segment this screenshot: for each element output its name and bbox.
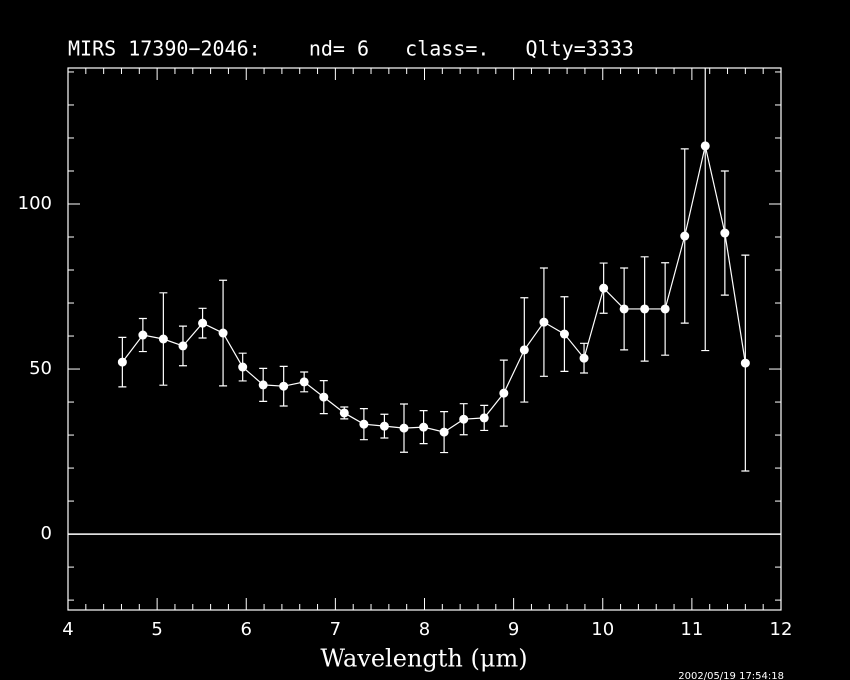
data-point xyxy=(459,414,469,424)
y-tick-label: 100 xyxy=(18,193,52,214)
data-point xyxy=(720,228,730,238)
chart-title: MIRS 17390−2046: nd= 6 class=. Qlty=3333 xyxy=(68,37,634,61)
x-tick-label: 9 xyxy=(508,619,519,640)
error-bar xyxy=(701,68,710,352)
data-point xyxy=(619,304,629,314)
x-tick-label: 12 xyxy=(770,619,793,640)
data-point xyxy=(339,408,349,418)
data-point xyxy=(499,388,509,398)
data-point xyxy=(559,329,569,339)
data-point xyxy=(519,345,529,355)
data-point xyxy=(359,419,369,429)
data-point xyxy=(319,392,329,402)
data-point xyxy=(579,353,589,363)
x-tick-label: 11 xyxy=(680,619,703,640)
data-point xyxy=(640,304,650,314)
data-point xyxy=(660,304,670,314)
y-tick-label: 50 xyxy=(29,358,52,379)
data-point xyxy=(740,358,750,368)
data-point xyxy=(479,413,489,423)
data-point xyxy=(178,341,188,351)
data-point xyxy=(680,231,690,241)
x-tick-label: 5 xyxy=(151,619,162,640)
data-point xyxy=(158,334,168,344)
data-point xyxy=(299,377,309,387)
data-line xyxy=(121,145,746,433)
data-point xyxy=(419,422,429,432)
plot-frame xyxy=(67,67,782,611)
x-tick-label: 8 xyxy=(419,619,430,640)
data-point xyxy=(279,381,289,391)
data-point xyxy=(599,283,609,293)
data-point xyxy=(399,423,409,433)
data-point xyxy=(117,357,127,367)
data-point xyxy=(138,330,148,340)
data-point xyxy=(218,328,228,338)
data-point xyxy=(198,318,208,328)
data-point xyxy=(258,380,268,390)
x-tick-label: 6 xyxy=(241,619,252,640)
data-point xyxy=(700,141,710,151)
x-tick-label: 7 xyxy=(330,619,341,640)
y-tick-label: 0 xyxy=(41,523,52,544)
data-point xyxy=(439,427,449,437)
data-point xyxy=(238,362,248,372)
data-point xyxy=(539,317,549,327)
x-axis-label: Wavelength (μm) xyxy=(320,645,527,673)
plot-area xyxy=(117,68,750,472)
x-tick-label: 4 xyxy=(62,619,73,640)
timestamp: 2002/05/19 17:54:18 xyxy=(678,671,784,680)
data-point xyxy=(379,421,389,431)
x-tick-label: 10 xyxy=(591,619,614,640)
